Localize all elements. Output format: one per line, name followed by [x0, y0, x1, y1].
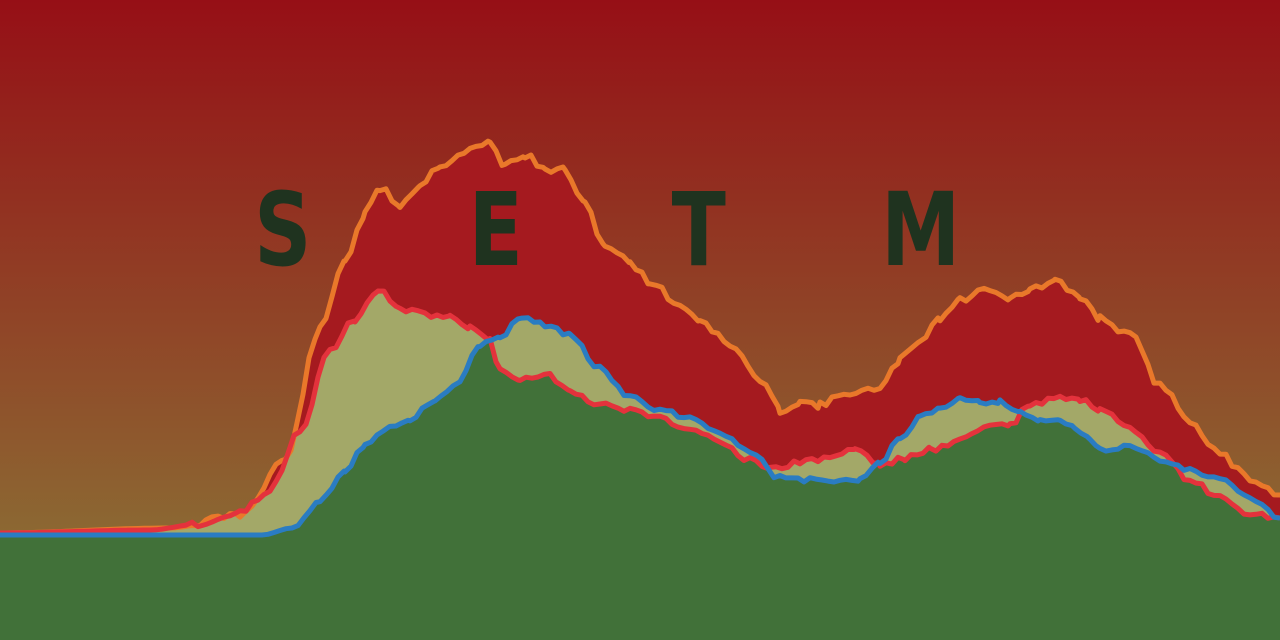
title-letter-t: T: [671, 171, 726, 290]
title-letter-s: S: [254, 171, 312, 290]
title-letter-e: E: [468, 171, 524, 290]
blue-line: [0, 315, 1280, 538]
green-ground-area: [0, 341, 1280, 640]
title-letter-m: M: [881, 171, 961, 290]
red-line: [0, 288, 1280, 536]
